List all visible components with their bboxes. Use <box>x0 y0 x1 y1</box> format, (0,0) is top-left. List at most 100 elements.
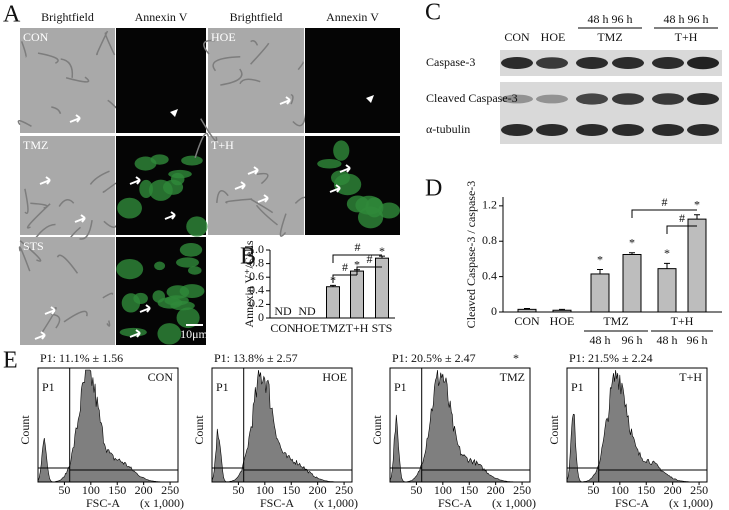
blot-band <box>536 94 568 104</box>
error-bar <box>664 262 670 269</box>
panel-label: B <box>240 244 256 270</box>
cell-outline <box>279 213 287 237</box>
x-tick-label: 100 <box>256 483 274 497</box>
plot-frame <box>389 367 531 483</box>
cell-outline <box>102 292 114 299</box>
x-axis-unit: (x 1,000) <box>492 496 536 510</box>
arrow <box>44 306 56 315</box>
column-header: Annexin V <box>326 10 379 24</box>
comparison-bracket <box>356 266 382 275</box>
scale-bar-label: 10μm <box>180 327 208 341</box>
y-axis-title: Count <box>370 415 384 445</box>
cell-outline <box>63 310 88 323</box>
cell-outline <box>79 220 93 240</box>
stat-label: P1: 11.1% ± 1.56 <box>40 351 123 365</box>
x-tick-label: 50 <box>410 483 422 497</box>
arrow <box>279 96 291 105</box>
x-tick-label: 200 <box>309 483 327 497</box>
plot-frame <box>566 367 708 483</box>
cell-outline <box>216 190 229 204</box>
bar <box>326 286 340 319</box>
x-tick-label: T+H <box>346 321 369 335</box>
bar <box>517 308 537 313</box>
blot-band <box>536 57 568 69</box>
green-cell <box>117 197 142 219</box>
condition-label: TMZ <box>23 138 48 152</box>
green-cell <box>176 307 200 329</box>
comparison-mark: # <box>662 195 668 209</box>
significance-mark: * <box>354 257 360 271</box>
error-bar <box>629 252 635 255</box>
y-tick-label: 0 <box>258 310 264 324</box>
group-label: TMZ <box>597 30 622 44</box>
blot-band <box>652 124 684 136</box>
gate-label: P1 <box>394 380 407 394</box>
green-cell <box>139 179 153 199</box>
gate-label: P1 <box>571 380 584 394</box>
cell-outline <box>65 76 90 83</box>
y-tick-label: 0 <box>491 304 497 318</box>
error-bar <box>559 308 565 311</box>
micrograph-fluorescence <box>116 28 206 133</box>
arrow <box>139 304 151 313</box>
lane-label: CON <box>504 30 530 44</box>
condition-label: HOE <box>322 370 347 384</box>
green-cell <box>179 243 203 257</box>
cell-outline <box>250 198 274 214</box>
cell-outline <box>51 313 61 329</box>
green-cell <box>116 259 144 280</box>
green-cell <box>186 216 208 237</box>
x-tick-label: 150 <box>282 483 300 497</box>
cell-outline <box>26 203 51 229</box>
x-axis-title: FSC-A <box>86 496 120 510</box>
cell-outline <box>89 170 110 185</box>
green-cell <box>166 285 190 299</box>
value-label: ND <box>274 304 292 318</box>
comparison-bracket <box>332 274 357 283</box>
x-axis-unit: (x 1,000) <box>314 496 358 510</box>
bar <box>350 270 364 319</box>
arrow <box>69 114 81 123</box>
significance-mark: * <box>513 351 519 365</box>
y-tick-label: 0.2 <box>249 296 264 310</box>
x-axis-title: FSC-A <box>438 496 472 510</box>
blot-band <box>652 93 684 105</box>
x-tick-label: 50 <box>58 483 70 497</box>
cell-outline <box>30 202 48 209</box>
bar <box>622 254 642 313</box>
x-tick-label: 150 <box>637 483 655 497</box>
cell-outline <box>255 204 278 226</box>
arrowhead <box>170 109 178 117</box>
cell-outline <box>250 42 270 65</box>
blot-band <box>612 124 644 136</box>
arrow <box>74 214 86 223</box>
panel-label: C <box>425 0 441 26</box>
condition-label: STS <box>23 239 44 253</box>
cell-outline <box>51 106 62 115</box>
green-cell <box>164 295 189 306</box>
arrowhead <box>366 95 374 103</box>
arrow <box>257 194 269 203</box>
error-bar <box>694 214 700 220</box>
x-tick-label: 200 <box>135 483 153 497</box>
group-label: T+H <box>675 30 698 44</box>
cell-outline <box>194 132 210 159</box>
cell-outline <box>290 93 294 105</box>
comparison-bracket <box>666 225 697 234</box>
cell-outline <box>250 40 259 46</box>
y-tick-label: 0.8 <box>249 255 264 269</box>
cell-outline <box>24 188 29 214</box>
x-tick-label: 200 <box>664 483 682 497</box>
plot-frame <box>37 367 179 483</box>
x-tick-label: 48 h <box>590 333 611 347</box>
panel-label: D <box>425 176 442 202</box>
blot-strip <box>500 82 722 116</box>
comparison-mark: # <box>367 252 373 266</box>
cell-outline <box>220 68 243 86</box>
green-cell <box>168 169 192 179</box>
cell-outline <box>106 320 111 327</box>
micrograph-brightfield <box>208 136 304 235</box>
histogram <box>566 369 707 483</box>
green-cell <box>317 159 342 169</box>
cell-outline <box>239 78 261 85</box>
